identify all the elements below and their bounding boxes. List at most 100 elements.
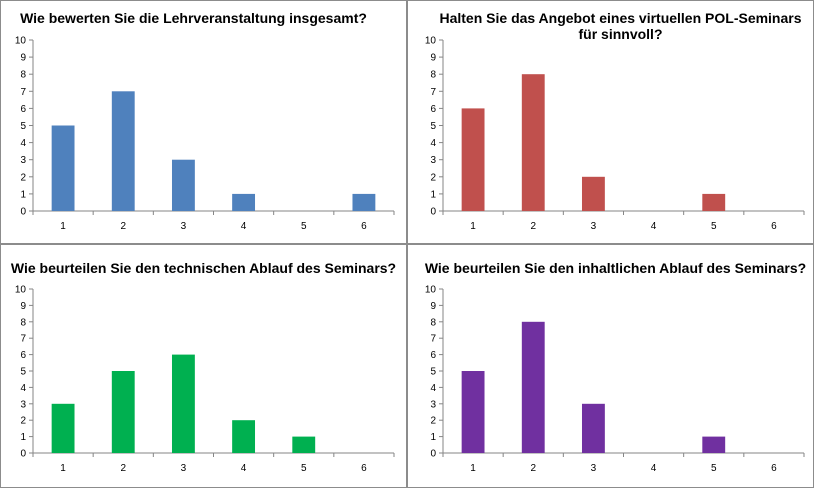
chart-title-line-2: für sinnvoll? — [578, 26, 663, 42]
x-tick-label: 5 — [711, 221, 717, 232]
bar — [51, 403, 75, 453]
bar — [352, 193, 376, 211]
chart-title: Wie beurteilen Sie den inhaltlichen Abla… — [408, 260, 813, 276]
y-tick-label: 8 — [430, 317, 436, 328]
y-tick-label: 7 — [20, 87, 26, 98]
y-tick-label: 6 — [20, 104, 26, 115]
bar — [51, 125, 75, 211]
y-tick-label: 4 — [430, 383, 436, 394]
x-tick-label: 1 — [60, 463, 66, 474]
chart-plot: 0 1 2 3 4 5 6 7 8 9 10 1 2 3 4 5 6 — [425, 285, 805, 474]
y-tick-label: 7 — [430, 87, 436, 98]
chart-plot: 0 1 2 3 4 5 6 7 8 9 10 1 2 3 4 5 6 — [425, 36, 805, 232]
y-tick-label: 9 — [20, 301, 26, 312]
x-tick-label: 6 — [361, 221, 367, 232]
y-tick-label: 10 — [15, 285, 27, 296]
y-tick-label: 3 — [20, 155, 26, 166]
chart-title: Halten Sie das Angebot eines virtuellen … — [408, 10, 813, 42]
y-tick-label: 5 — [20, 367, 26, 378]
x-tick-label: 4 — [241, 463, 247, 474]
bar — [232, 193, 256, 211]
y-tick-label: 8 — [20, 317, 26, 328]
x-tick-label: 1 — [60, 221, 66, 232]
y-tick-label: 9 — [20, 53, 26, 64]
y-tick-label: 6 — [430, 104, 436, 115]
y-tick-label: 0 — [20, 207, 26, 218]
bar — [111, 371, 135, 453]
y-tick-label: 8 — [430, 70, 436, 81]
x-tick-label: 5 — [711, 463, 717, 474]
y-tick-label: 3 — [430, 399, 436, 410]
bar — [461, 108, 485, 211]
x-tick-label: 1 — [470, 221, 476, 232]
y-tick-label: 3 — [430, 155, 436, 166]
y-tick-label: 4 — [430, 138, 436, 149]
y-tick-label: 1 — [430, 189, 436, 200]
x-tick-label: 2 — [530, 463, 536, 474]
y-tick-label: 10 — [425, 36, 437, 47]
y-tick-label: 7 — [430, 334, 436, 345]
bar — [461, 371, 485, 453]
x-tick-label: 3 — [181, 221, 187, 232]
y-tick-label: 6 — [430, 350, 436, 361]
x-tick-label: 5 — [301, 463, 307, 474]
chart-title: Wie beurteilen Sie den technischen Ablau… — [1, 260, 406, 276]
y-tick-label: 1 — [20, 189, 26, 200]
x-tick-label: 1 — [470, 463, 476, 474]
x-tick-label: 3 — [591, 221, 597, 232]
x-tick-label: 2 — [120, 221, 126, 232]
x-tick-label: 3 — [181, 463, 187, 474]
y-tick-label: 2 — [20, 416, 26, 427]
x-tick-label: 4 — [651, 221, 657, 232]
x-tick-label: 3 — [591, 463, 597, 474]
y-tick-label: 3 — [20, 399, 26, 410]
x-tick-label: 6 — [771, 463, 777, 474]
y-tick-label: 5 — [430, 121, 436, 132]
y-tick-label: 2 — [20, 172, 26, 183]
chart-plot: 0 1 2 3 4 5 6 7 8 9 10 1 2 3 4 5 6 — [15, 285, 395, 474]
bar — [521, 321, 545, 453]
y-tick-label: 2 — [430, 172, 436, 183]
x-tick-label: 2 — [120, 463, 126, 474]
y-tick-label: 1 — [430, 432, 436, 443]
y-tick-label: 1 — [20, 432, 26, 443]
chart-title-text: Wie beurteilen Sie den inhaltlichen Abla… — [424, 260, 807, 276]
y-tick-label: 4 — [20, 383, 26, 394]
x-tick-label: 6 — [771, 221, 777, 232]
y-tick-label: 0 — [430, 207, 436, 218]
chart-title: Wie bewerten Sie die Lehrveranstaltung i… — [1, 10, 406, 26]
y-tick-label: 6 — [20, 350, 26, 361]
x-tick-label: 4 — [651, 463, 657, 474]
y-tick-label: 8 — [20, 70, 26, 81]
bar — [292, 436, 316, 453]
bar — [581, 403, 605, 453]
bar — [111, 91, 135, 211]
y-tick-label: 10 — [15, 36, 27, 47]
bar — [171, 159, 195, 211]
chart-panel-virtual-seminar-useful: Halten Sie das Angebot eines virtuellen … — [407, 0, 814, 244]
y-tick-label: 10 — [425, 285, 437, 296]
x-tick-label: 2 — [530, 221, 536, 232]
y-tick-label: 9 — [430, 53, 436, 64]
chart-panel-overall-rating: Wie bewerten Sie die Lehrveranstaltung i… — [0, 0, 407, 244]
chart-title-line-1: Halten Sie das Angebot eines virtuellen … — [439, 10, 802, 26]
y-tick-label: 5 — [430, 367, 436, 378]
bar — [521, 74, 545, 211]
x-tick-label: 4 — [241, 221, 247, 232]
chart-panel-technical-flow: Wie beurteilen Sie den technischen Ablau… — [0, 244, 407, 488]
chart-plot: 0 1 2 3 4 5 6 7 8 9 10 1 2 3 4 5 6 — [15, 36, 395, 232]
bar — [232, 420, 256, 453]
y-tick-label: 2 — [430, 416, 436, 427]
bar — [581, 176, 605, 211]
x-tick-label: 5 — [301, 221, 307, 232]
y-tick-label: 4 — [20, 138, 26, 149]
bar — [702, 193, 726, 211]
y-tick-label: 0 — [430, 449, 436, 460]
bar — [702, 436, 726, 453]
x-tick-label: 6 — [361, 463, 367, 474]
y-tick-label: 9 — [430, 301, 436, 312]
chart-title-text: Wie beurteilen Sie den technischen Ablau… — [10, 260, 397, 276]
bar — [171, 354, 195, 453]
y-tick-label: 0 — [20, 449, 26, 460]
chart-panel-content-flow: Wie beurteilen Sie den inhaltlichen Abla… — [407, 244, 814, 488]
